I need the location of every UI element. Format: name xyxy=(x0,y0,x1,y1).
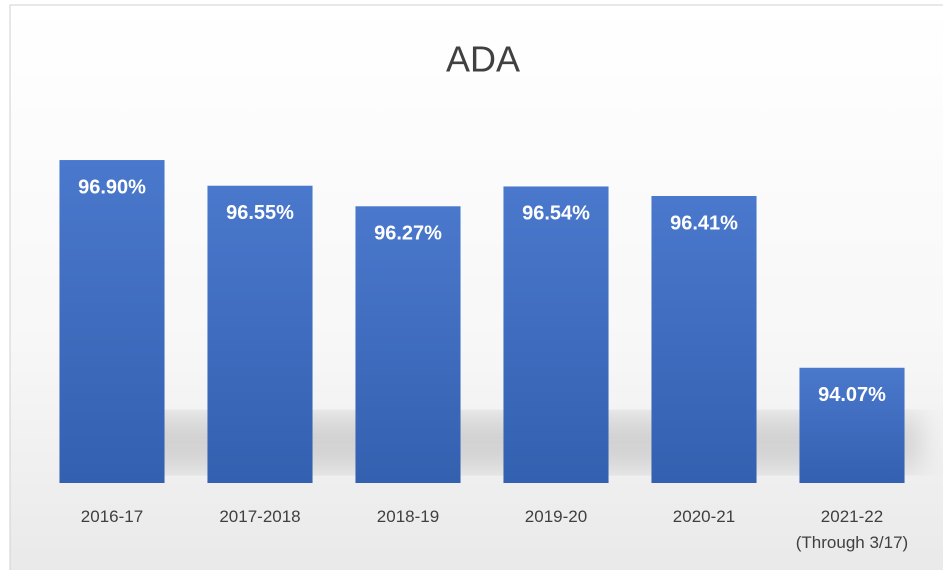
x-tick-label: 2019-20 xyxy=(524,507,588,526)
bar xyxy=(207,185,313,484)
data-label: 96.41% xyxy=(670,212,738,234)
bar xyxy=(355,206,461,484)
bar xyxy=(503,186,609,484)
chart-title: ADA xyxy=(446,39,520,80)
x-tick-label: 2020-21 xyxy=(672,507,736,526)
data-label: 96.27% xyxy=(374,223,442,245)
bar xyxy=(59,160,165,484)
x-tick-label: 2021-22 (Through 3/17) xyxy=(795,507,909,552)
x-tick-label: 2017-2018 xyxy=(219,507,301,526)
data-label: 96.90% xyxy=(78,176,146,198)
chart-frame xyxy=(9,4,943,570)
data-label: 94.07% xyxy=(818,384,886,406)
x-tick-label: 2018-19 xyxy=(376,507,440,526)
bar xyxy=(799,367,905,483)
data-label: 96.54% xyxy=(522,203,590,225)
data-label: 96.55% xyxy=(226,202,294,224)
x-tick-label: 2016-17 xyxy=(80,507,144,526)
bar xyxy=(651,196,757,484)
